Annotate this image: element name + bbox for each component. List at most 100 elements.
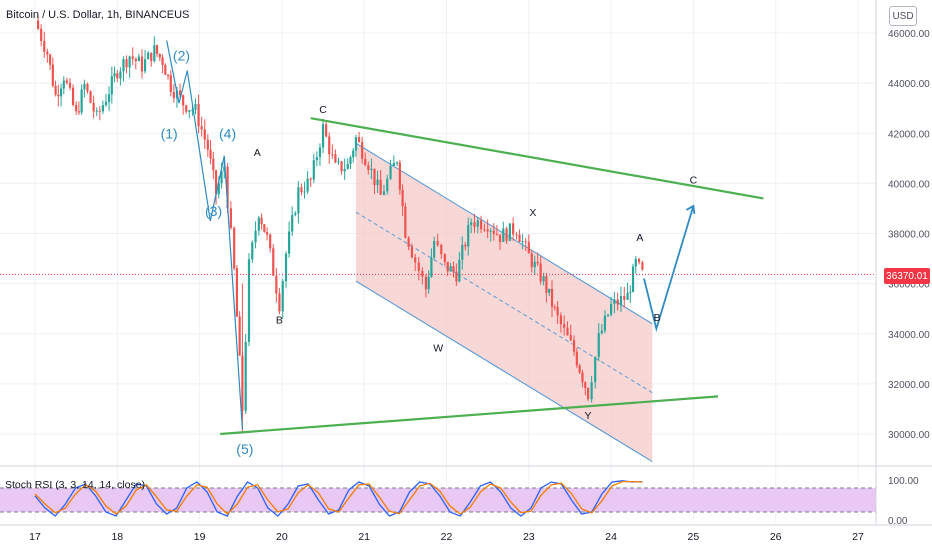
candle-body (235, 268, 239, 317)
y-tick-label: 32000.00 (888, 380, 930, 391)
candle-body (467, 224, 470, 247)
candle-body (386, 178, 389, 192)
candle-body (530, 253, 533, 268)
wave-label: (3) (205, 203, 222, 219)
candle-body (631, 266, 635, 292)
wave-label: A (254, 147, 261, 159)
candle-body (128, 56, 131, 68)
candle-body (328, 136, 331, 155)
candle-body (398, 162, 401, 190)
candle-body (315, 157, 318, 161)
wave-label: (4) (219, 125, 236, 141)
candle-body (414, 257, 417, 263)
candle-body (312, 160, 315, 180)
candle-body (212, 158, 215, 171)
x-tick-label: 25 (688, 531, 700, 543)
candle-body (191, 109, 194, 111)
trendlines (166, 40, 764, 436)
candle-body (340, 161, 343, 172)
candle-body (373, 168, 376, 186)
candle-body (539, 263, 542, 282)
candle-body (389, 166, 392, 179)
candle-body (158, 53, 161, 58)
candle-body (449, 266, 452, 272)
candle-body (153, 45, 156, 62)
candle-body (626, 292, 629, 300)
candle-body (613, 299, 616, 304)
candle-body (518, 234, 521, 243)
candle-body (396, 162, 399, 164)
candle-body (352, 150, 355, 158)
candle-body (321, 124, 325, 148)
candle-body (164, 64, 167, 75)
candle-body (169, 75, 172, 93)
candle-body (116, 73, 119, 79)
x-tick-label: 24 (605, 531, 617, 543)
candle-body (297, 187, 300, 214)
candle-body (101, 105, 104, 112)
candle-body (556, 306, 559, 316)
candle-body (417, 262, 420, 271)
candle-body (495, 233, 499, 235)
axes: 46000.00 44000.00 42000.00 40000.00 38000.00… (0, 0, 932, 543)
stoch-rsi-label: Stoch RSI (3, 3, 14, 14, close) (5, 479, 146, 491)
x-tick-label: 27 (852, 531, 864, 543)
candle-body (309, 178, 312, 180)
candle-body (559, 315, 562, 325)
x-tick-label: 19 (194, 531, 206, 543)
candle-body (343, 168, 346, 172)
candle-body (284, 253, 288, 282)
candle-body (48, 54, 52, 65)
wave-label: Y (585, 410, 592, 422)
candle-body (634, 258, 637, 267)
price-series (0, 14, 876, 432)
chart-title: Bitcoin / U.S. Dollar, 1h, BINANCEUS (6, 9, 190, 21)
candle-body (548, 288, 551, 293)
candle-body (40, 28, 43, 41)
candle-body (334, 154, 337, 163)
candle-body (303, 191, 306, 193)
candle-body (263, 224, 266, 233)
candle-body (51, 64, 54, 86)
candle-body (436, 241, 439, 245)
candle-body (209, 149, 212, 159)
candle-body (600, 330, 603, 334)
candle-body (86, 83, 89, 92)
candle-body (610, 303, 613, 315)
candle-body (54, 85, 57, 95)
candle-body (521, 241, 524, 243)
candle-body (254, 230, 257, 243)
candle-body (367, 165, 370, 171)
candle-body (452, 266, 455, 272)
wave-label: (5) (236, 441, 253, 457)
candle-body (272, 248, 275, 276)
candle-body (251, 242, 254, 260)
candle-body (200, 126, 203, 130)
candle-body (77, 111, 80, 113)
candle-body (512, 223, 515, 235)
candle-body (382, 191, 386, 195)
candle-body (291, 214, 294, 232)
candle-body (533, 261, 536, 268)
candle-body (508, 223, 511, 241)
y-tick-label: 44000.00 (888, 79, 930, 90)
candle-body (527, 241, 530, 254)
candle-body (476, 220, 479, 227)
candle-body (364, 158, 367, 166)
wave-label: (1) (161, 125, 178, 141)
projection-path (643, 205, 695, 333)
candle-body (536, 261, 539, 264)
candle-body (354, 137, 358, 151)
candle-body (550, 288, 554, 307)
candle-body (337, 161, 340, 163)
candle-body (223, 166, 226, 171)
candle-body (346, 163, 349, 169)
candle-body (125, 59, 128, 68)
candle-body (581, 372, 584, 383)
candle-body (166, 74, 170, 76)
currency-button[interactable]: USD (889, 6, 917, 26)
candle-body (260, 217, 263, 225)
candle-body (524, 241, 527, 243)
candle-body (424, 276, 428, 290)
